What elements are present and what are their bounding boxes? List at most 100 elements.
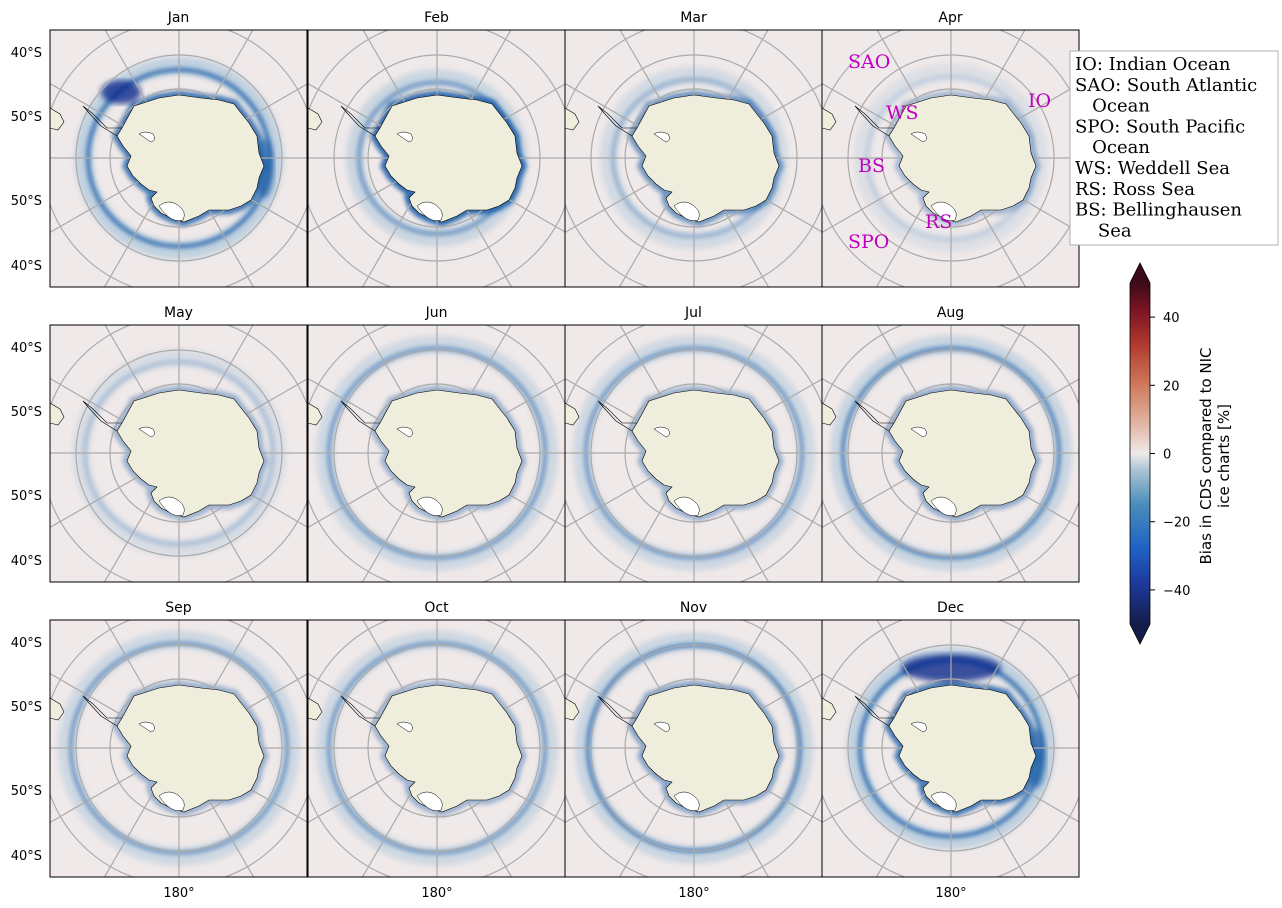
antarctica-landmass [374,389,523,518]
panel-frame [49,29,308,288]
legend-entry: WS: Weddell Sea [1075,158,1230,179]
map-panel-dec: Dec 180° [821,600,1080,901]
ross-ice-shelf [930,201,957,221]
colorbar-extend-max [1130,263,1150,283]
panel-title: Jul [684,305,702,321]
latitude-label: 50°S [11,194,42,209]
region-label-rs: RS [925,211,952,233]
longitude-label: 180° [935,886,966,901]
panel-frame [49,619,308,878]
legend-entry: Sea [1075,220,1132,241]
south-america-tip [308,107,323,131]
ronne-ice-shelf [138,131,155,143]
longitude-label: 180° [421,886,452,901]
antarctic-peninsula [597,400,637,432]
panel-title: Sep [165,600,192,616]
antarctic-peninsula [340,400,380,432]
ronne-ice-shelf [396,721,413,733]
map-panel-feb: Feb [307,10,566,288]
ross-ice-shelf [416,791,443,811]
legend-entry: IO: Indian Ocean [1075,54,1231,75]
ronne-ice-shelf [396,131,413,143]
ross-ice-shelf [673,496,700,516]
antarctic-peninsula [340,695,380,727]
region-label-ws: WS [886,102,919,124]
panel-title: Jan [167,10,190,26]
region-label-bs: BS [858,155,885,177]
map-panel-nov: Nov 180° [564,600,823,901]
map-panel-apr: Apr [821,10,1080,288]
south-america-tip [50,107,65,131]
ross-ice-shelf [158,496,185,516]
colorbar-gradient [1130,283,1150,624]
ross-ice-shelf [930,496,957,516]
ross-ice-shelf [930,791,957,811]
panel-title: Dec [937,600,964,616]
latitude-label: 40°S [11,554,42,569]
antarctica-landmass [888,389,1037,518]
south-america-tip [822,402,837,426]
panel-frame [49,324,308,583]
south-america-tip [822,107,837,131]
antarctica-landmass [888,94,1037,223]
colorbar-label-line2: ice charts [%] [1215,404,1233,508]
graticule [565,620,822,877]
latitude-label: 50°S [11,405,42,420]
ronne-ice-shelf [138,426,155,438]
ronne-ice-shelf [910,721,927,733]
south-america-tip [308,697,323,721]
latitude-label: 40°S [11,849,42,864]
latitude-label: 40°S [11,636,42,651]
south-america-tip [308,402,323,426]
map-panel-sep: Sep 40°S 50°S 50°S 40°S 180° [11,600,308,901]
panel-title: May [164,305,193,321]
panel-title: Oct [424,600,449,616]
legend-entry: RS: Ross Sea [1075,179,1195,200]
latitude-label: 50°S [11,110,42,125]
south-america-tip [50,697,65,721]
antarctica-landmass [374,684,523,813]
panel-title: Aug [937,305,964,321]
south-america-tip [822,697,837,721]
antarctic-peninsula [82,105,122,137]
map-panel-may: May 40°S 50°S 50°S 40°S [11,305,308,583]
legend-entry: Ocean [1075,137,1150,158]
region-label-spo: SPO [848,231,889,253]
south-america-tip [565,402,580,426]
ross-ice-shelf [673,201,700,221]
panel-title: Mar [680,10,707,26]
ronne-ice-shelf [653,426,670,438]
panel-title: Feb [424,10,449,26]
region-labels: SAO WS BS SPO RS IO [848,51,1051,253]
ross-ice-shelf [158,791,185,811]
antarctica-landmass [116,94,265,223]
south-america-tip [565,697,580,721]
antarctic-peninsula [854,105,894,137]
antarctica-landmass [631,389,780,518]
colorbar-tick-label: −40 [1163,584,1190,599]
ronne-ice-shelf [653,131,670,143]
colorbar-label-line1: Bias in CDS compared to NIC [1197,347,1215,564]
antarctic-peninsula [340,105,380,137]
panel-title: Nov [680,600,707,616]
ross-ice-shelf [158,201,185,221]
latitude-label: 50°S [11,489,42,504]
region-label-sao: SAO [848,51,890,73]
legend-entry: Ocean [1075,96,1150,117]
antarctic-peninsula [854,400,894,432]
map-panel-mar: Mar [564,10,823,288]
antarctic-peninsula [854,695,894,727]
longitude-label: 180° [163,886,194,901]
panel-title: Jun [425,305,448,321]
ross-ice-shelf [416,496,443,516]
map-panel-oct: Oct 180° [307,600,566,901]
map-panel-jul: Jul [564,305,823,583]
legend-entry: SPO: South Pacific [1075,116,1245,137]
antarctic-peninsula [597,695,637,727]
south-america-tip [50,402,65,426]
map-panel-aug: Aug [821,305,1080,583]
colorbar-tick-label: −20 [1163,516,1190,531]
ronne-ice-shelf [910,426,927,438]
